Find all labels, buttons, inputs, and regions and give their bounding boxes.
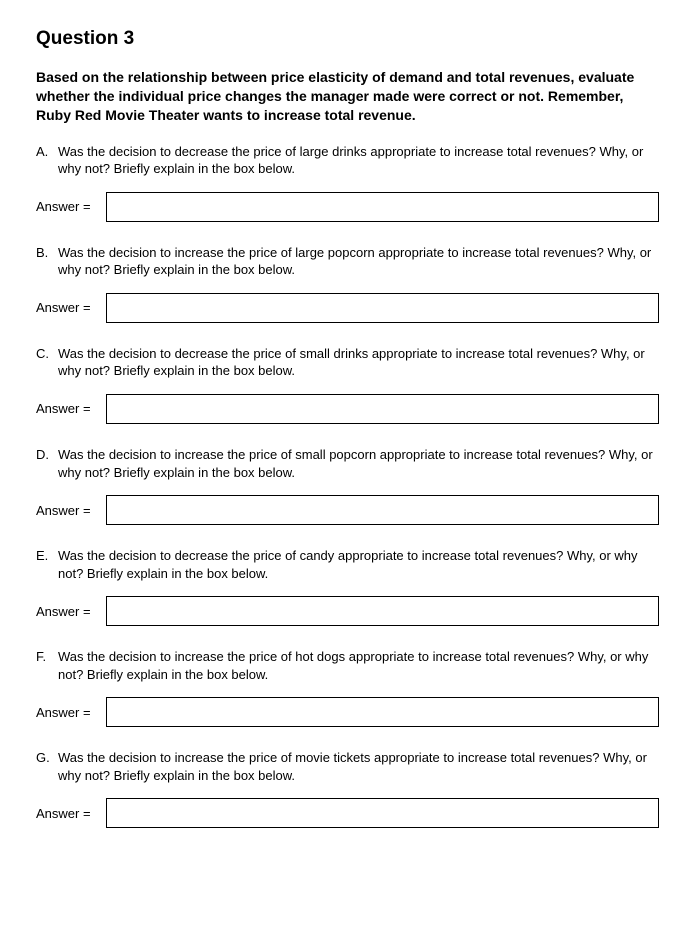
answer-input-f[interactable] — [106, 697, 659, 727]
question-item-g: G. Was the decision to increase the pric… — [36, 749, 659, 828]
question-item-e: E. Was the decision to decrease the pric… — [36, 547, 659, 626]
answer-row: Answer = — [36, 798, 659, 828]
item-prompt: Was the decision to increase the price o… — [58, 446, 659, 481]
answer-row: Answer = — [36, 495, 659, 525]
answer-label: Answer = — [36, 401, 106, 416]
question-item-b: B. Was the decision to increase the pric… — [36, 244, 659, 323]
item-prompt: Was the decision to increase the price o… — [58, 244, 659, 279]
answer-label: Answer = — [36, 705, 106, 720]
question-item-f: F. Was the decision to increase the pric… — [36, 648, 659, 727]
question-item-d: D. Was the decision to increase the pric… — [36, 446, 659, 525]
item-prompt: Was the decision to decrease the price o… — [58, 547, 659, 582]
prompt-row: A. Was the decision to decrease the pric… — [36, 143, 659, 178]
prompt-row: D. Was the decision to increase the pric… — [36, 446, 659, 481]
page: Question 3 Based on the relationship bet… — [0, 0, 695, 870]
item-letter: B. — [36, 244, 58, 279]
item-letter: A. — [36, 143, 58, 178]
item-letter: F. — [36, 648, 58, 683]
item-prompt: Was the decision to increase the price o… — [58, 648, 659, 683]
question-item-a: A. Was the decision to decrease the pric… — [36, 143, 659, 222]
prompt-row: E. Was the decision to decrease the pric… — [36, 547, 659, 582]
prompt-row: G. Was the decision to increase the pric… — [36, 749, 659, 784]
answer-row: Answer = — [36, 394, 659, 424]
answer-label: Answer = — [36, 604, 106, 619]
answer-label: Answer = — [36, 199, 106, 214]
answer-label: Answer = — [36, 503, 106, 518]
question-item-c: C. Was the decision to decrease the pric… — [36, 345, 659, 424]
answer-input-c[interactable] — [106, 394, 659, 424]
item-letter: C. — [36, 345, 58, 380]
answer-row: Answer = — [36, 596, 659, 626]
answer-label: Answer = — [36, 806, 106, 821]
item-letter: E. — [36, 547, 58, 582]
answer-row: Answer = — [36, 293, 659, 323]
prompt-row: B. Was the decision to increase the pric… — [36, 244, 659, 279]
prompt-row: C. Was the decision to decrease the pric… — [36, 345, 659, 380]
answer-input-d[interactable] — [106, 495, 659, 525]
question-title: Question 3 — [36, 28, 659, 50]
item-letter: G. — [36, 749, 58, 784]
answer-input-a[interactable] — [106, 192, 659, 222]
answer-row: Answer = — [36, 697, 659, 727]
question-intro: Based on the relationship between price … — [36, 68, 659, 125]
item-prompt: Was the decision to increase the price o… — [58, 749, 659, 784]
item-prompt: Was the decision to decrease the price o… — [58, 345, 659, 380]
answer-label: Answer = — [36, 300, 106, 315]
answer-input-e[interactable] — [106, 596, 659, 626]
answer-input-g[interactable] — [106, 798, 659, 828]
answer-row: Answer = — [36, 192, 659, 222]
item-letter: D. — [36, 446, 58, 481]
answer-input-b[interactable] — [106, 293, 659, 323]
item-prompt: Was the decision to decrease the price o… — [58, 143, 659, 178]
prompt-row: F. Was the decision to increase the pric… — [36, 648, 659, 683]
